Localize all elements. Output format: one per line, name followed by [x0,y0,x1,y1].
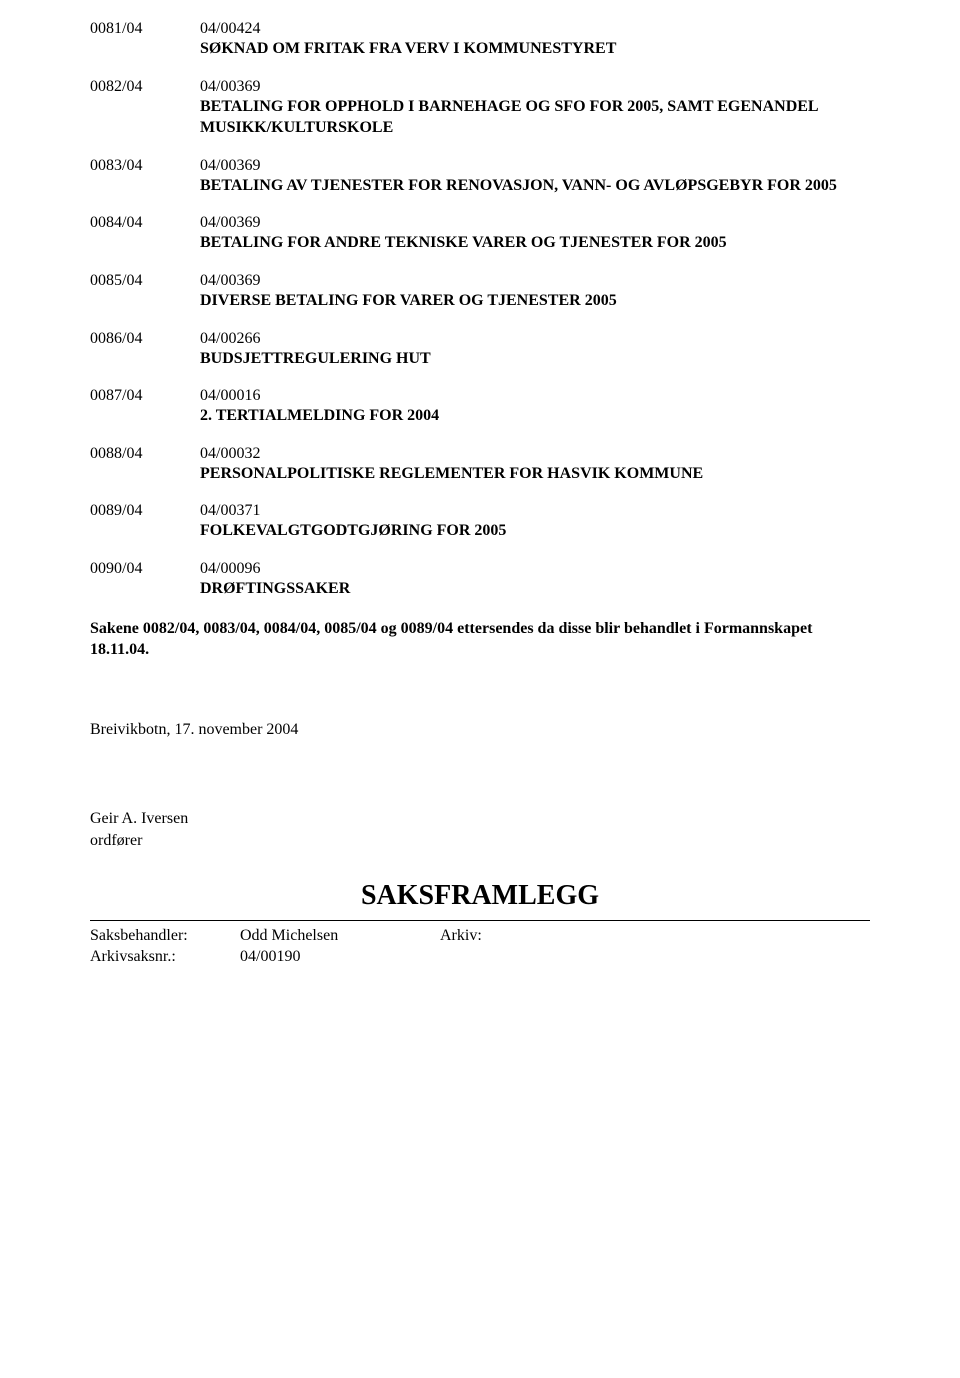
signature-block: Geir A. Iversen ordfører [90,808,870,851]
item-ref: 0085/04 [90,272,200,312]
item-title: BUDSJETTREGULERING HUT [200,348,870,370]
item-subref: 04/00369 [200,214,870,232]
item-ref: 0086/04 [90,330,200,370]
agenda-item: 0088/04 04/00032 PERSONALPOLITISKE REGLE… [90,445,870,485]
footer-row: Saksbehandler: Odd Michelsen Arkiv: [90,925,870,947]
item-title: BETALING AV TJENESTER FOR RENOVASJON, VA… [200,175,870,197]
item-ref: 0082/04 [90,78,200,139]
footer-label: Saksbehandler: [90,925,240,947]
agenda-item: 0082/04 04/00369 BETALING FOR OPPHOLD I … [90,78,870,139]
section-heading: SAKSFRAMLEGG [90,880,870,912]
agenda-list: 0081/04 04/00424 SØKNAD OM FRITAK FRA VE… [90,20,870,600]
footer-block: Saksbehandler: Odd Michelsen Arkiv: Arki… [90,925,870,968]
footer-value: Odd Michelsen [240,925,440,947]
item-title: FOLKEVALGTGODTGJØRING FOR 2005 [200,520,870,542]
item-subref: 04/00016 [200,387,870,405]
item-subref: 04/00369 [200,78,870,96]
divider [90,920,870,921]
agenda-item: 0090/04 04/00096 DRØFTINGSSAKER [90,560,870,600]
spacer [90,679,870,709]
item-title: BETALING FOR ANDRE TEKNISKE VARER OG TJE… [200,232,870,254]
item-ref: 0089/04 [90,502,200,542]
item-subref: 04/00266 [200,330,870,348]
footer-label: Arkivsaksnr.: [90,946,240,968]
item-title: BETALING FOR OPPHOLD I BARNEHAGE OG SFO … [200,96,870,139]
footer-right: Arkiv: [440,925,870,947]
item-ref: 0084/04 [90,214,200,254]
item-ref: 0088/04 [90,445,200,485]
agenda-item: 0084/04 04/00369 BETALING FOR ANDRE TEKN… [90,214,870,254]
agenda-item: 0081/04 04/00424 SØKNAD OM FRITAK FRA VE… [90,20,870,60]
item-subref: 04/00369 [200,272,870,290]
item-title: DIVERSE BETALING FOR VARER OG TJENESTER … [200,290,870,312]
item-ref: 0081/04 [90,20,200,60]
agenda-item: 0086/04 04/00266 BUDSJETTREGULERING HUT [90,330,870,370]
item-title: PERSONALPOLITISKE REGLEMENTER FOR HASVIK… [200,463,870,485]
footer-value: 04/00190 [240,946,440,968]
item-subref: 04/00369 [200,157,870,175]
agenda-item: 0089/04 04/00371 FOLKEVALGTGODTGJØRING F… [90,502,870,542]
item-subref: 04/00424 [200,20,870,38]
item-title: 2. TERTIALMELDING FOR 2004 [200,405,870,427]
item-ref: 0090/04 [90,560,200,600]
item-title: SØKNAD OM FRITAK FRA VERV I KOMMUNESTYRE… [200,38,870,60]
place-date: Breivikbotn, 17. november 2004 [90,719,870,741]
agenda-item: 0087/04 04/00016 2. TERTIALMELDING FOR 2… [90,387,870,427]
agenda-item: 0085/04 04/00369 DIVERSE BETALING FOR VA… [90,272,870,312]
agenda-item: 0083/04 04/00369 BETALING AV TJENESTER F… [90,157,870,197]
item-ref: 0083/04 [90,157,200,197]
item-subref: 04/00371 [200,502,870,520]
item-subref: 04/00032 [200,445,870,463]
signer-name: Geir A. Iversen [90,808,870,830]
item-ref: 0087/04 [90,387,200,427]
footer-row: Arkivsaksnr.: 04/00190 [90,946,870,968]
note-paragraph: Sakene 0082/04, 0083/04, 0084/04, 0085/0… [90,618,870,661]
item-subref: 04/00096 [200,560,870,578]
signer-title: ordfører [90,830,870,852]
item-title: DRØFTINGSSAKER [200,578,870,600]
spacer [90,758,870,808]
